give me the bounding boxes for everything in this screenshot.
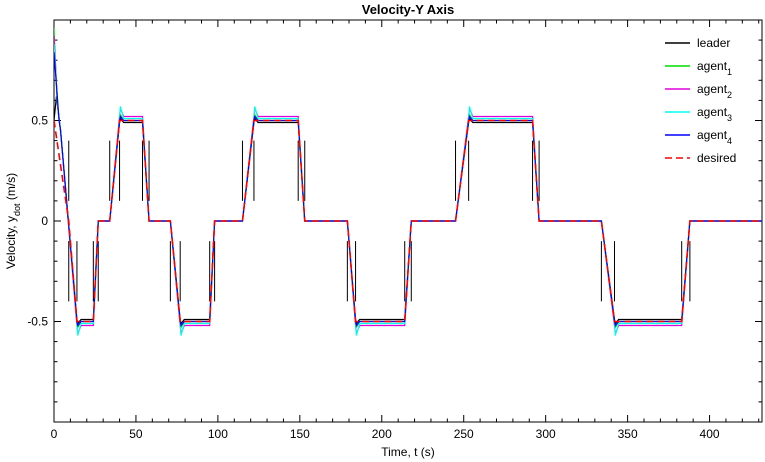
series-line-agent-3 [54, 44, 762, 336]
legend-label: agent2 [697, 82, 732, 100]
y-axis-title-main: Velocity, y [4, 216, 18, 269]
x-tick-label: 200 [372, 427, 392, 441]
x-tick-label: 150 [290, 427, 310, 441]
x-tick-label: 100 [208, 427, 228, 441]
x-tick-label: 250 [454, 427, 474, 441]
axis-ticks: 0 50 100 150 200 250 300 350 400 -0.5 0 0.5 [27, 20, 762, 441]
series-line-agent-4 [54, 52, 762, 327]
series-layer [54, 28, 762, 336]
chart-title: Velocity-Y Axis [362, 2, 455, 17]
y-tick-label: 0.5 [31, 114, 48, 128]
legend-label: agent1 [697, 59, 732, 77]
legend-label: leader [697, 36, 730, 50]
y-axis-title-sub: dot [12, 203, 22, 216]
y-tick-label: -0.5 [27, 315, 48, 329]
series-leader-spikes [54, 140, 691, 302]
y-axis-title-unit: (m/s) [4, 173, 18, 204]
series-line-desired [54, 119, 762, 323]
y-axis-title: Velocity, ydot (m/s) [4, 173, 22, 269]
x-tick-label: 300 [536, 427, 556, 441]
legend-label: desired [697, 151, 736, 165]
series-line-agent-2 [54, 36, 762, 334]
legend-label: agent4 [697, 128, 732, 146]
legend: leader agent1 agent2 agent3 agent4 desired [665, 36, 736, 165]
x-tick-label: 400 [700, 427, 720, 441]
y-tick-label: 0 [41, 214, 48, 228]
x-tick-label: 50 [129, 427, 143, 441]
x-tick-label: 350 [618, 427, 638, 441]
x-tick-label: 0 [51, 427, 58, 441]
series-line-leader [54, 96, 762, 325]
x-axis-title: Time, t (s) [381, 445, 435, 459]
legend-label: agent3 [697, 105, 732, 123]
